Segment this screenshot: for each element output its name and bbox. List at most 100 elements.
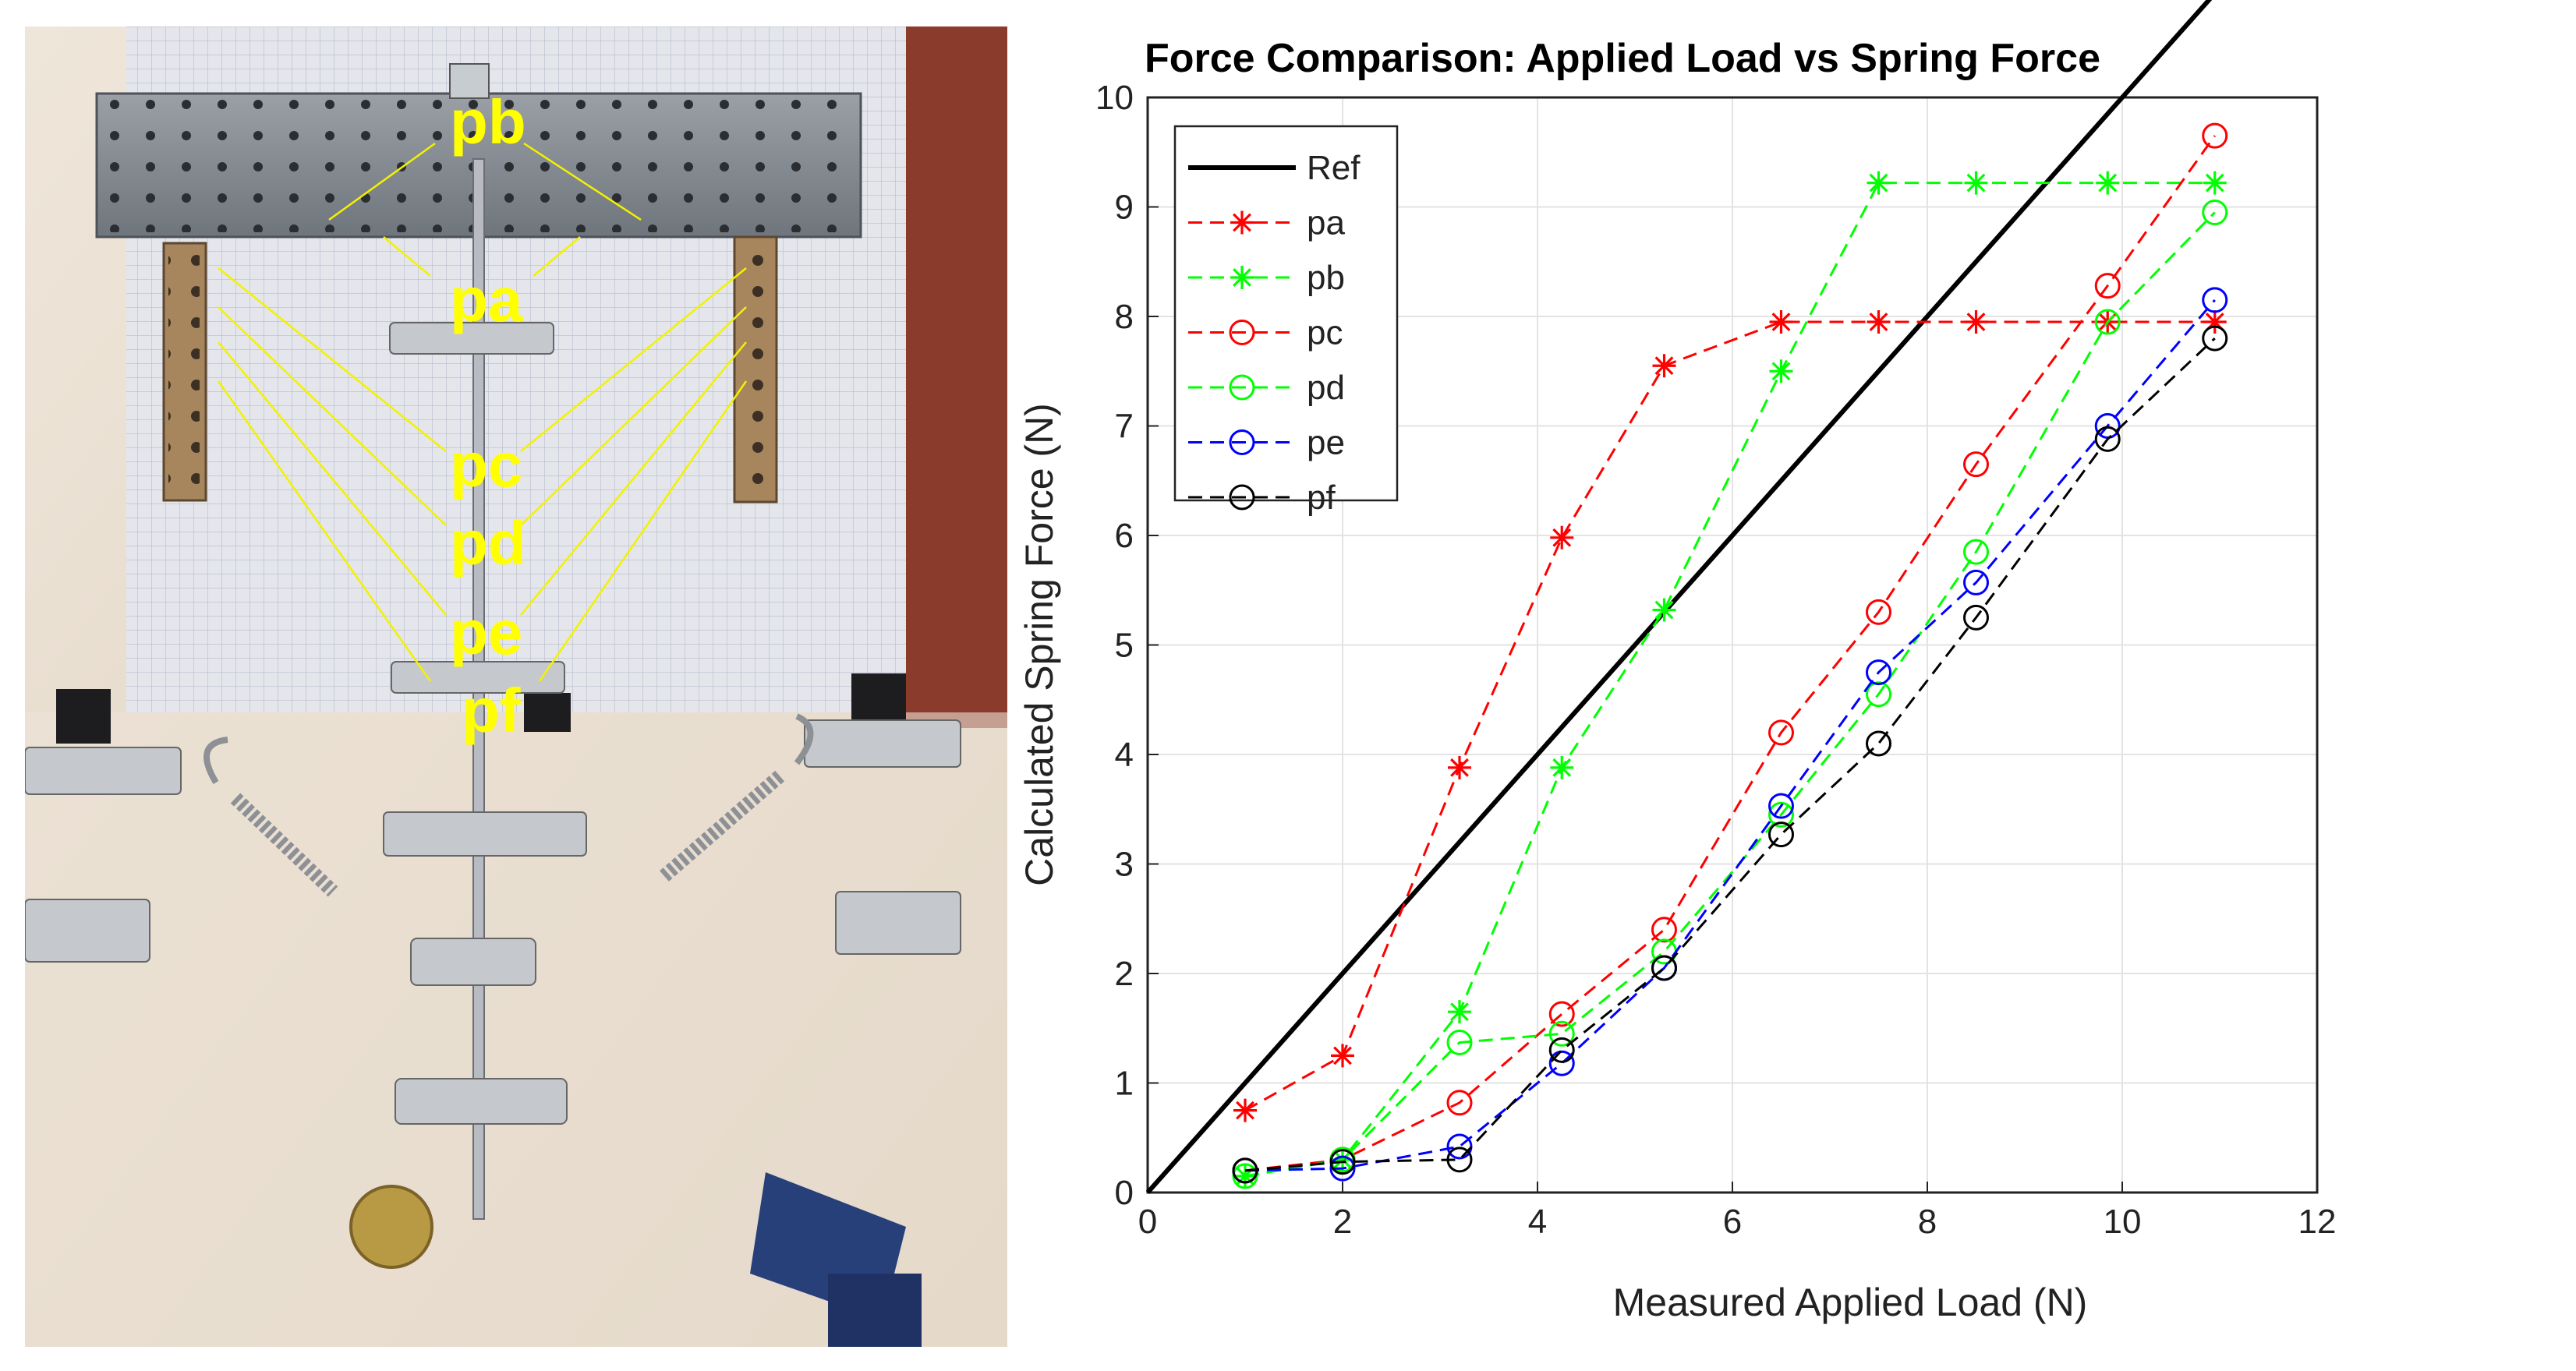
- legend-label-pc: pc: [1307, 314, 1343, 352]
- y-tick-label: 0: [1115, 1174, 1134, 1212]
- data-point-pb: [1964, 171, 1988, 195]
- data-point-pa: [1233, 1098, 1257, 1122]
- data-point-pe: [1548, 1050, 1575, 1076]
- data-point-pb: [1233, 1164, 1257, 1188]
- series-pe: [1232, 287, 2228, 1184]
- data-point-pf: [1963, 604, 1989, 631]
- x-tick-label: 2: [1333, 1203, 1352, 1241]
- data-point-pe: [2202, 287, 2228, 313]
- data-point-pd: [1963, 539, 1989, 565]
- series-line-Ref: [1145, 0, 2213, 1194]
- rig-photo: pb pa pc pd pe pf: [25, 27, 1007, 1347]
- data-point-pd: [2202, 200, 2228, 226]
- series-Ref: [1145, 0, 2213, 1194]
- x-tick-label: 0: [1138, 1203, 1157, 1241]
- legend-marker-pc: [1229, 320, 1255, 345]
- small-brackets: [25, 322, 961, 1125]
- x-axis-ticks: 0 2 4 6 8 10 12: [1138, 1182, 2337, 1241]
- data-point-pb: [2203, 171, 2227, 195]
- data-point-pa: [2203, 310, 2227, 334]
- x-tick-label: 12: [2298, 1203, 2337, 1241]
- photo-label-pc: pc: [450, 430, 522, 500]
- photo-labels: pb pa pc pd pe pf: [450, 87, 526, 745]
- y-tick-label: 6: [1115, 517, 1134, 555]
- blue-clamp: [750, 1172, 922, 1347]
- data-point-pd: [1866, 681, 1891, 708]
- data-point-pe: [1768, 793, 1794, 819]
- legend-marker-pa: [1230, 210, 1254, 235]
- data-point-pf: [1446, 1147, 1473, 1173]
- left-vertical-bracket: [162, 242, 207, 502]
- series-pd: [1232, 200, 2228, 1189]
- data-point-pd: [2094, 309, 2121, 335]
- data-point-pf: [1232, 1157, 1258, 1184]
- data-point-pe: [1329, 1155, 1356, 1182]
- x-tick-label: 10: [2104, 1203, 2142, 1241]
- data-point-pf: [1768, 822, 1794, 848]
- y-tick-label: 8: [1115, 298, 1134, 336]
- photo-label-pe: pe: [450, 598, 522, 667]
- tape-strips: [56, 673, 906, 744]
- data-point-pf: [1329, 1149, 1356, 1175]
- data-point-pf: [1548, 1037, 1575, 1063]
- y-tick-label: 4: [1115, 736, 1134, 774]
- x-tick-label: 4: [1528, 1203, 1547, 1241]
- data-point-pc: [1446, 1090, 1473, 1116]
- data-point-pf: [1866, 730, 1891, 757]
- x-axis-label: Measured Applied Load (N): [1613, 1281, 2088, 1324]
- right-vertical-bracket: [733, 235, 778, 504]
- data-point-pc: [1548, 1001, 1575, 1027]
- data-point-pa: [1964, 310, 1988, 334]
- legend: Ref pa pb pc pd pe pf: [1173, 125, 1399, 517]
- data-point-pc: [1866, 599, 1891, 625]
- data-point-pc: [2094, 273, 2121, 299]
- data-point-pd: [1768, 801, 1794, 828]
- data-point-pa: [1652, 354, 1676, 378]
- grid-lines: [1147, 97, 2318, 1193]
- data-point-pb: [1448, 1000, 1471, 1024]
- series-line-pd: [1244, 211, 2216, 1178]
- y-tick-label: 7: [1115, 408, 1134, 446]
- y-tick-label: 1: [1115, 1065, 1134, 1103]
- data-point-pe: [1446, 1133, 1473, 1160]
- series-line-pa: [1244, 320, 2215, 1111]
- chart-title: Force Comparison: Applied Load vs Spring…: [1145, 36, 2100, 81]
- annotation-arrows: [217, 142, 748, 682]
- series-line-pe: [1244, 299, 2216, 1172]
- y-tick-label: 3: [1115, 846, 1134, 884]
- photo-label-pb: pb: [450, 87, 526, 157]
- springs: [203, 713, 814, 897]
- legend-label-pf: pf: [1307, 479, 1336, 517]
- photo-label-pa: pa: [450, 265, 523, 334]
- data-point-pe: [1963, 569, 1989, 595]
- data-point-pc: [1768, 719, 1794, 746]
- data-point-pd: [1232, 1163, 1258, 1189]
- legend-label-pb: pb: [1307, 259, 1345, 297]
- legend-box: [1173, 125, 1399, 502]
- x-tick-label: 8: [1918, 1203, 1937, 1241]
- series-line-pb: [1244, 182, 2215, 1178]
- legend-marker-pb: [1230, 266, 1254, 289]
- legend-marker-pf: [1229, 484, 1255, 511]
- data-point-pa: [1448, 755, 1471, 779]
- data-point-pf: [2202, 325, 2228, 352]
- data-point-pa: [1769, 310, 1793, 334]
- data-point-pa: [1550, 525, 1574, 549]
- coin: [349, 1185, 433, 1269]
- y-tick-label: 2: [1115, 955, 1134, 993]
- data-point-pa: [1867, 310, 1891, 334]
- legend-label-pe: pe: [1307, 424, 1345, 462]
- series-pa: [1233, 310, 2227, 1122]
- legend-label-pd: pd: [1307, 369, 1345, 407]
- data-point-pf: [1651, 955, 1677, 981]
- photo-label-pd: pd: [450, 508, 526, 578]
- data-point-pf: [2094, 426, 2121, 452]
- data-point-pc: [2202, 122, 2228, 149]
- legend-marker-pd: [1229, 374, 1255, 401]
- y-axis-label: Calculated Spring Force (N): [1017, 403, 1061, 886]
- data-point-pd: [1548, 1020, 1575, 1047]
- series-line-pc: [1244, 135, 2216, 1172]
- series-pf: [1232, 325, 2228, 1184]
- data-point-pb: [2096, 171, 2120, 195]
- data-point-pb: [1550, 755, 1574, 779]
